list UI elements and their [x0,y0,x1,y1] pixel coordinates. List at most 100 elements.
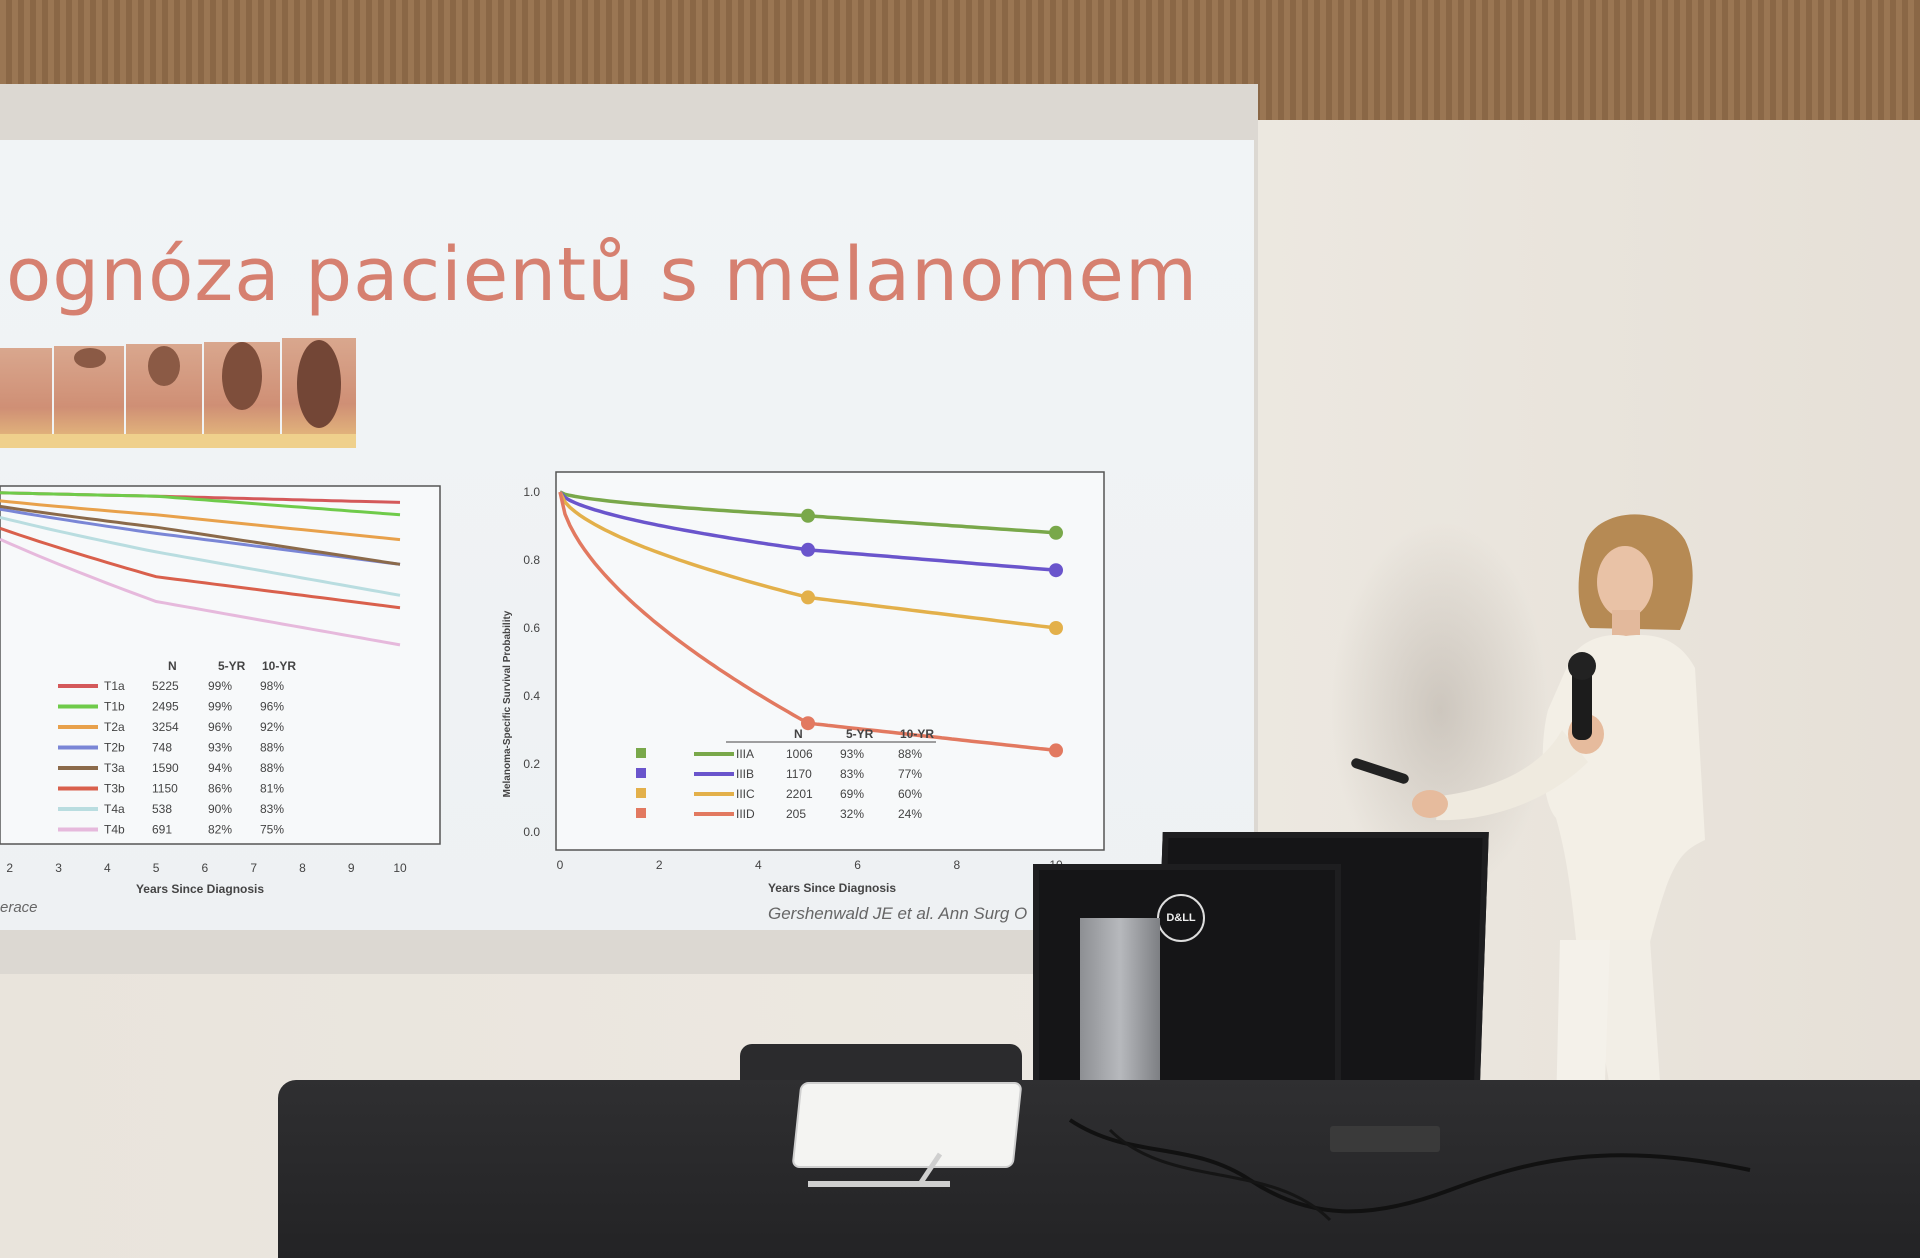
left-row-5yr: 94% [208,761,232,775]
left-row-5yr: 96% [208,720,232,734]
left-row-label: T2a [104,720,125,734]
right-marker-10yr [1049,563,1063,578]
right-table-header: 10-YR [900,727,934,741]
left-curve-T2a [0,499,401,542]
right-legend-marker [636,788,646,798]
left-row-n: 691 [152,823,172,837]
left-curve-T3b [0,526,401,610]
left-row-10yr: 92% [260,720,284,734]
left-curve-T3a [0,504,401,566]
right-x-tick: 6 [854,858,861,872]
right-x-tick: 2 [656,858,663,872]
left-row-5yr: 93% [208,741,232,755]
left-row-10yr: 83% [260,802,284,816]
right-table-header: N [794,727,803,741]
left-x-tick: 9 [348,861,355,875]
left-row-5yr: 99% [208,700,232,714]
right-row-label: IIID [736,807,755,821]
right-x-axis-label: Years Since Diagnosis [768,881,896,895]
left-row-10yr: 75% [260,823,284,837]
left-row-label: T1b [104,700,125,714]
left-survival-curves [0,491,401,647]
right-row-5yr: 32% [840,807,864,821]
right-x-ticks: 0246810 [557,858,1063,872]
cables [1068,1118,1751,1222]
right-marker-5yr [801,716,815,731]
left-row-label: T2b [104,741,125,755]
left-row-n: 538 [152,802,172,816]
right-survival-chart: Melanoma-Specific Survival Probability 1… [502,471,1105,895]
slide-title: ognóza pacientů s melanomem [6,232,1199,318]
right-y-ticks: 1.0 0.8 0.6 0.4 0.2 0.0 [523,485,540,839]
left-curve-T1b [0,491,401,517]
left-legend-table: N 5-YR 10-YR T1a 5225 99% 98% T1b 2495 99% 96% T2a 3… [58,659,296,837]
right-x-tick: 4 [755,858,762,872]
left-footnote: erace [0,899,38,916]
left-row-10yr: 96% [260,700,284,714]
right-row-n: 205 [786,807,806,821]
left-row-label: T1a [104,679,125,693]
right-row-5yr: 69% [840,787,864,801]
skin-layers-illustration [0,338,356,448]
left-row-10yr: 98% [260,679,284,693]
left-row-5yr: 82% [208,823,232,837]
left-row-10yr: 88% [260,761,284,775]
citation: Gershenwald JE et al. Ann Surg O [768,904,1028,923]
right-row-label: IIIB [736,767,754,781]
conference-desk [278,1080,1920,1258]
left-x-tick: 3 [55,861,62,875]
left-row-label: T4a [104,802,125,816]
left-row-n: 5225 [152,679,179,693]
right-survival-curves [558,490,1063,758]
right-marker-10yr [1049,743,1063,758]
left-x-tick: 2 [6,861,13,875]
right-legend-marker [636,768,646,778]
left-table-header: 5-YR [218,659,246,673]
right-row-10yr: 60% [898,787,922,801]
right-legend-marker [636,808,646,818]
right-row-label: IIIA [736,747,754,761]
left-table-header: N [168,659,177,673]
chair [740,1044,1022,1084]
right-y-tick: 0.0 [523,825,540,839]
right-row-5yr: 83% [840,767,864,781]
left-row-n: 1590 [152,761,179,775]
right-row-5yr: 93% [840,747,864,761]
right-row-10yr: 88% [898,747,922,761]
left-row-10yr: 88% [260,741,284,755]
left-curve-T2b [0,507,401,566]
left-row-label: T4b [104,823,125,837]
right-marker-10yr [1049,621,1063,635]
left-curve-T4a [0,515,401,597]
left-x-tick: 7 [250,861,257,875]
right-y-tick: 0.8 [523,553,540,567]
left-row-5yr: 86% [208,782,232,796]
right-row-n: 1006 [786,747,813,761]
right-row-label: IIIC [736,787,755,801]
right-table-header: 5-YR [846,727,874,741]
left-x-tick: 4 [104,861,111,875]
right-marker-5yr [801,590,815,605]
left-x-tick: 5 [153,861,160,875]
right-legend-marker [636,748,646,758]
right-row-10yr: 77% [898,767,922,781]
tablet-stand [808,1152,950,1187]
left-x-axis-label: Years Since Diagnosis [136,882,264,896]
left-x-tick: 6 [202,861,209,875]
left-row-n: 748 [152,741,172,755]
right-y-axis-label: Melanoma-Specific Survival Probability [502,610,513,797]
left-row-5yr: 90% [208,802,232,816]
left-row-n: 3254 [152,720,179,734]
left-row-10yr: 81% [260,782,284,796]
right-legend-table: N 5-YR 10-YR IIIA 1006 93% 88% IIIB 1170 83% 77% II… [636,727,936,821]
right-marker-5yr [801,542,815,557]
left-x-tick: 8 [299,861,306,875]
monitor-logo: D&LL [1157,894,1205,942]
right-row-n: 1170 [786,767,812,781]
right-marker-10yr [1049,525,1063,540]
right-y-tick: 0.6 [523,621,540,635]
right-y-tick: 0.2 [523,757,540,771]
speaker-figure [1351,514,1705,1110]
left-row-n: 1150 [152,782,178,796]
